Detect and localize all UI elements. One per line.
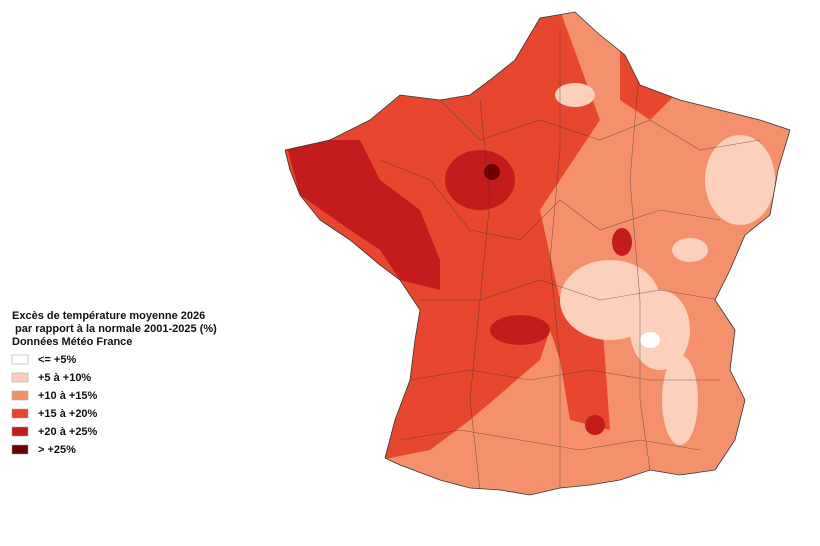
legend-swatch (11, 354, 29, 365)
legend-label: +20 à +25% (38, 426, 98, 438)
legend-label: > +25% (38, 444, 76, 456)
legend: Excès de température moyenne 2026 par ra… (11, 310, 217, 456)
legend-title: Données Météo France (12, 336, 132, 348)
legend-swatch (11, 390, 29, 401)
legend-swatch (11, 372, 29, 383)
legend-swatch (11, 408, 29, 419)
legend-swatch (11, 426, 29, 437)
france-outline (284, 11, 791, 496)
legend-title: Excès de température moyenne 2026 (12, 310, 205, 322)
legend-label: +15 à +20% (38, 408, 98, 420)
legend-title: par rapport à la normale 2001-2025 (%) (12, 323, 217, 335)
legend-label: +5 à +10% (38, 372, 91, 384)
legend-label: +10 à +15% (38, 390, 98, 402)
france-map (285, 12, 790, 495)
legend-label: <= +5% (38, 354, 76, 366)
legend-swatch (11, 444, 29, 455)
